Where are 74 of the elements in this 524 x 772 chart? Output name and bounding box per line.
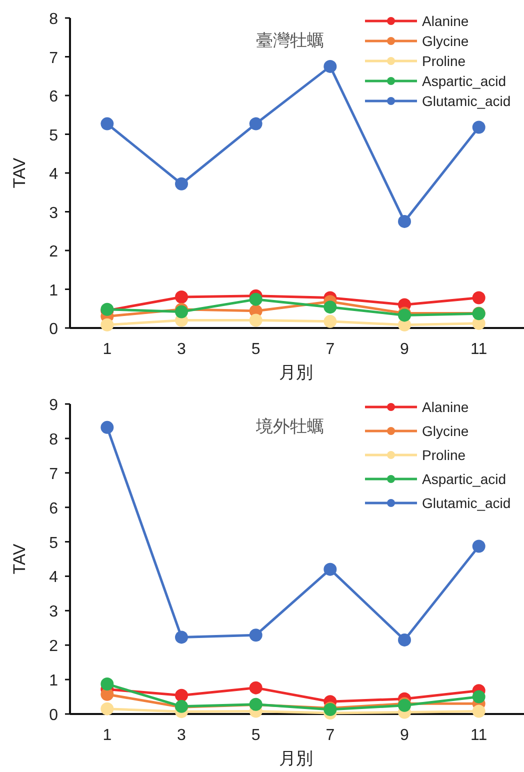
point (249, 292, 262, 306)
y-tick-label: 9 (49, 397, 58, 414)
point (100, 688, 114, 701)
y-tick-label: 2 (49, 244, 58, 260)
legend-label: Aspartic_acid (422, 73, 506, 89)
x-tick-label: 9 (400, 727, 410, 744)
legend-label: Aspartic_acid (422, 471, 506, 487)
point (249, 628, 262, 642)
y-tick-label: 3 (49, 204, 58, 222)
y-axis-title: TAV (10, 157, 29, 188)
point (175, 177, 188, 190)
point (100, 318, 114, 332)
y-tick-label: 0 (49, 321, 58, 338)
y-tick-label: 7 (49, 466, 58, 483)
point (472, 291, 486, 304)
point (249, 681, 262, 694)
x-tick-label: 3 (177, 727, 186, 744)
point (398, 214, 411, 228)
x-tick-label: 7 (326, 727, 335, 744)
legend-label: Alanine (422, 13, 469, 29)
legend-label: Glycine (422, 33, 469, 49)
y-axis-title: TAV (10, 543, 29, 574)
text: 臺灣牡蠣 (256, 31, 324, 51)
y-tick-label: 0 (49, 707, 58, 724)
y-tick-label: 1 (49, 672, 58, 690)
y-tick-label: 6 (49, 88, 58, 106)
legend-label: Glutamic_acid (422, 93, 511, 109)
point (175, 305, 188, 318)
point (249, 314, 262, 327)
point (100, 678, 114, 691)
x-axis-title: 月別 (279, 749, 313, 768)
point (324, 300, 337, 314)
legend-label: Glycine (422, 423, 469, 439)
point (100, 420, 114, 434)
y-tick-label: 5 (49, 127, 58, 144)
y-tick-label: 3 (49, 604, 58, 621)
y-tick-label: 5 (49, 534, 58, 552)
point (472, 540, 486, 553)
point (249, 117, 262, 130)
point (324, 60, 337, 73)
point (398, 633, 411, 646)
x-tick-label: 1 (102, 341, 112, 358)
point (472, 690, 486, 704)
y-tick-label: 8 (49, 431, 58, 448)
x-tick-label: 3 (177, 341, 186, 358)
x-tick-label: 9 (400, 341, 410, 358)
y-tick-label: 7 (49, 50, 58, 67)
point (175, 630, 188, 644)
x-tick-label: 7 (326, 341, 335, 358)
point (100, 117, 114, 130)
y-tick-label: 6 (49, 500, 58, 518)
point (100, 702, 114, 716)
legend-label: Alanine (422, 399, 469, 415)
x-tick-label: 1 (102, 727, 112, 744)
x-tick-label: 5 (251, 727, 260, 744)
point (324, 562, 337, 576)
text: 境外牡蠣 (255, 417, 324, 437)
x-tick-label: 11 (470, 727, 488, 744)
y-tick-label: 2 (49, 638, 58, 656)
legend-label: Glutamic_acid (422, 495, 511, 511)
y-tick-label: 4 (49, 569, 58, 586)
point (175, 688, 188, 702)
y-tick-label: 1 (49, 282, 58, 300)
legend-label: Proline (422, 447, 466, 463)
y-tick-label: 8 (49, 11, 58, 28)
point (472, 704, 486, 718)
x-tick-label: 5 (251, 341, 260, 358)
point (175, 290, 188, 304)
y-tick-label: 4 (49, 166, 58, 183)
legend-label: Proline (422, 53, 466, 69)
point (472, 120, 486, 134)
point (324, 314, 337, 328)
x-tick-label: 11 (470, 341, 488, 358)
x-axis-title: 月別 (279, 363, 313, 382)
